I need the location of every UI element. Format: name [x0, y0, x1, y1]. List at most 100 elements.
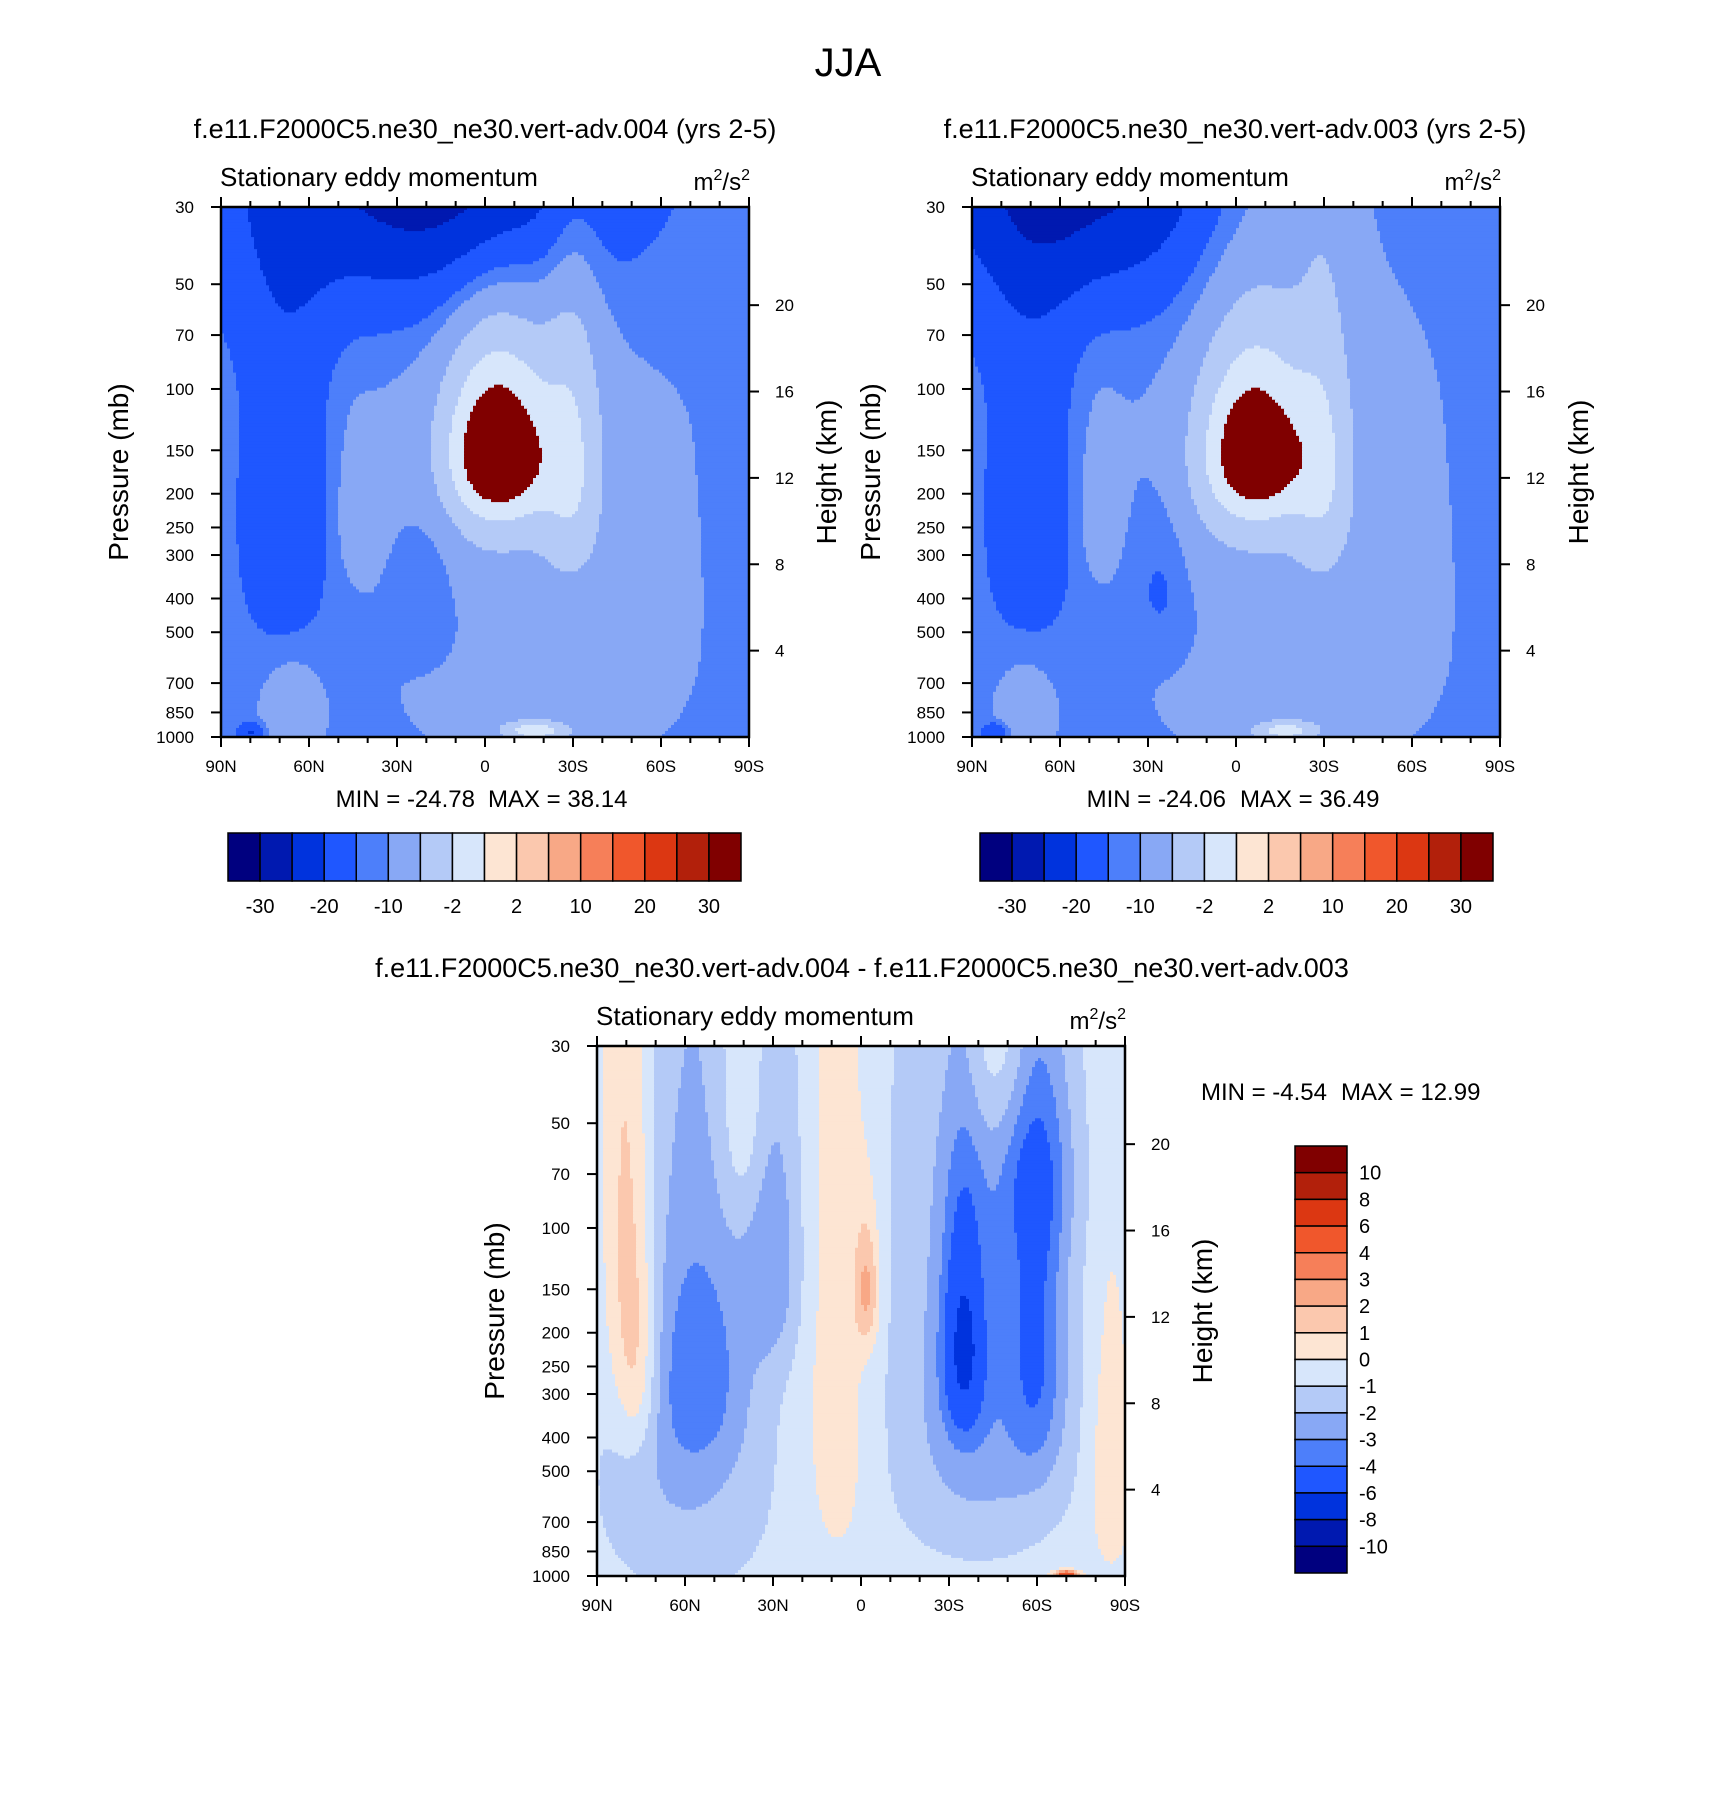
contour-cell [987, 547, 1069, 551]
contour-cell [603, 1241, 619, 1246]
contour-cell [618, 1214, 634, 1219]
contour-cell [221, 261, 261, 265]
contour-cell [891, 1142, 937, 1146]
contour-cell [224, 333, 378, 338]
contour-cell [1296, 559, 1339, 563]
contour-cell [1050, 1247, 1060, 1252]
contour-cell [981, 378, 1075, 383]
contour-cell [987, 423, 1069, 428]
contour-cell [597, 1058, 604, 1062]
contour-cell [443, 505, 468, 509]
contour-cell [401, 685, 693, 690]
contour-cell [1149, 255, 1201, 259]
contour-cell [602, 435, 693, 440]
contour-cell [236, 727, 264, 732]
contour-cell [1008, 1148, 1021, 1152]
contour-cell [978, 1097, 1012, 1101]
contour-cell [603, 1076, 643, 1080]
contour-cell [1194, 303, 1234, 307]
contour-cell [972, 279, 994, 283]
contour-cell [819, 1124, 865, 1128]
contour-cell [1416, 315, 1501, 320]
contour-cell [603, 1070, 643, 1074]
contour-cell [341, 538, 396, 542]
contour-cell [687, 1046, 700, 1050]
contour-cell [978, 1220, 1015, 1225]
y-tick-label: 700 [166, 674, 194, 693]
contour-cell [654, 1244, 667, 1249]
contour-cell [1110, 1274, 1117, 1279]
contour-cell [524, 514, 561, 518]
contour-cell [557, 315, 579, 320]
contour-cell [975, 1145, 1009, 1149]
contour-cell [290, 631, 456, 636]
contour-cell [602, 481, 699, 485]
contour-cell [618, 1295, 640, 1300]
contour-cell [978, 1154, 1006, 1159]
contour-cell [990, 273, 1111, 277]
contour-cell [1344, 348, 1432, 353]
contour-cell [621, 1142, 631, 1146]
contour-cell [972, 354, 1084, 359]
contour-cell [599, 285, 750, 289]
contour-cell [984, 502, 1069, 506]
contour-cell [431, 456, 450, 461]
contour-cell [789, 1295, 802, 1300]
contour-cell [1194, 390, 1219, 395]
contour-cell [1059, 1124, 1072, 1128]
contour-cell [819, 1178, 874, 1183]
contour-cell [984, 541, 1069, 545]
contour-cell [1083, 351, 1168, 356]
contour-cell [1077, 363, 1162, 368]
contour-cell [1188, 279, 1210, 283]
contour-cell [603, 1211, 619, 1216]
contour-cell [623, 333, 750, 338]
contour-cell [1068, 553, 1087, 557]
contour-cell [1125, 544, 1180, 548]
contour-cell [705, 1091, 727, 1095]
contour-cell [1068, 426, 1087, 431]
contour-cell [1140, 324, 1183, 329]
contour-cell [704, 619, 750, 624]
contour-cell [972, 688, 997, 693]
contour-cell [654, 1250, 667, 1255]
contour-cell [927, 1262, 943, 1267]
contour-cell [756, 1127, 799, 1131]
contour-cell [1188, 472, 1207, 476]
y-tick-label: 30 [175, 198, 194, 217]
contour-cell [603, 1244, 619, 1249]
contour-cell [1134, 496, 1162, 500]
contour-cell [353, 583, 378, 588]
contour-cell [554, 730, 573, 735]
contour-cell [855, 1250, 874, 1255]
contour-cell [984, 526, 1069, 530]
contour-cell [1179, 330, 1216, 335]
contour-cell [930, 1238, 943, 1243]
contour-cell [1053, 1175, 1063, 1180]
contour-cell [759, 1196, 787, 1201]
contour-cell [984, 1169, 1003, 1174]
contour-cell [221, 306, 282, 310]
contour-cell [221, 408, 240, 413]
contour-cell [1164, 502, 1195, 506]
contour-cell [1302, 456, 1336, 461]
contour-cell [972, 637, 1195, 642]
contour-cell [1197, 631, 1453, 636]
height-tick-label: 20 [1526, 296, 1545, 315]
contour-cell [482, 496, 516, 500]
contour-cell [654, 1172, 673, 1177]
contour-cell [1044, 1286, 1057, 1291]
contour-cell [804, 1241, 820, 1246]
contour-cell [819, 1151, 868, 1156]
contour-cell [1242, 351, 1276, 356]
contour-cell [819, 1214, 877, 1219]
contour-cell [1092, 408, 1192, 413]
contour-cell [654, 1073, 682, 1077]
contour-cell [987, 574, 1069, 578]
contour-cell [654, 1262, 664, 1267]
contour-cell [972, 342, 1090, 347]
contour-cell [353, 339, 432, 344]
contour-cell [1083, 354, 1168, 359]
contour-cell [1350, 405, 1444, 410]
contour-cell [726, 1118, 757, 1122]
